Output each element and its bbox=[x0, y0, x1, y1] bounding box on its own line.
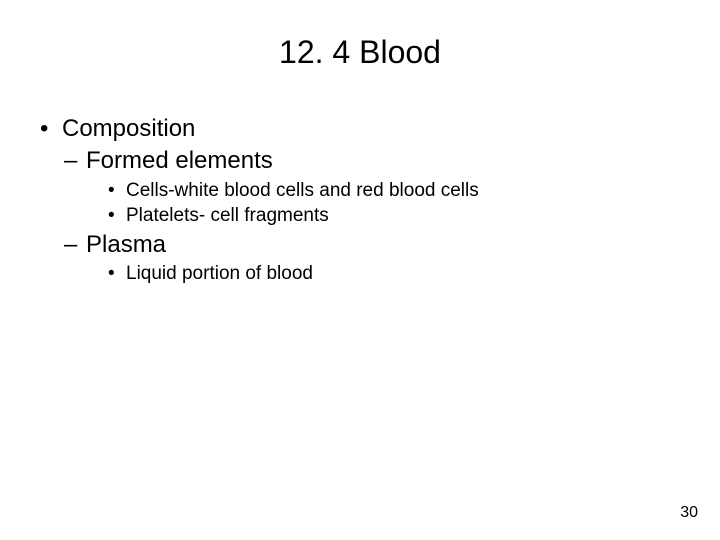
disc-bullet-icon: • bbox=[108, 203, 126, 229]
slide-content: • Composition – Formed elements • Cells-… bbox=[0, 113, 720, 287]
slide-title: 12. 4 Blood bbox=[0, 34, 720, 71]
slide: 12. 4 Blood • Composition – Formed eleme… bbox=[0, 0, 720, 540]
bullet-level2: – Formed elements bbox=[20, 145, 720, 177]
bullet-text: Liquid portion of blood bbox=[126, 261, 313, 287]
bullet-level3: • Cells-white blood cells and red blood … bbox=[20, 178, 720, 204]
dash-bullet-icon: – bbox=[64, 229, 86, 261]
bullet-level1: • Composition bbox=[20, 113, 720, 145]
bullet-text: Platelets- cell fragments bbox=[126, 203, 329, 229]
page-number: 30 bbox=[680, 504, 698, 522]
bullet-text: Formed elements bbox=[86, 145, 273, 177]
bullet-text: Composition bbox=[62, 113, 195, 145]
bullet-text: Cells-white blood cells and red blood ce… bbox=[126, 178, 479, 204]
disc-bullet-icon: • bbox=[40, 113, 62, 145]
dash-bullet-icon: – bbox=[64, 145, 86, 177]
bullet-level3: • Liquid portion of blood bbox=[20, 261, 720, 287]
bullet-level3: • Platelets- cell fragments bbox=[20, 203, 720, 229]
bullet-level2: – Plasma bbox=[20, 229, 720, 261]
disc-bullet-icon: • bbox=[108, 261, 126, 287]
bullet-text: Plasma bbox=[86, 229, 166, 261]
disc-bullet-icon: • bbox=[108, 178, 126, 204]
